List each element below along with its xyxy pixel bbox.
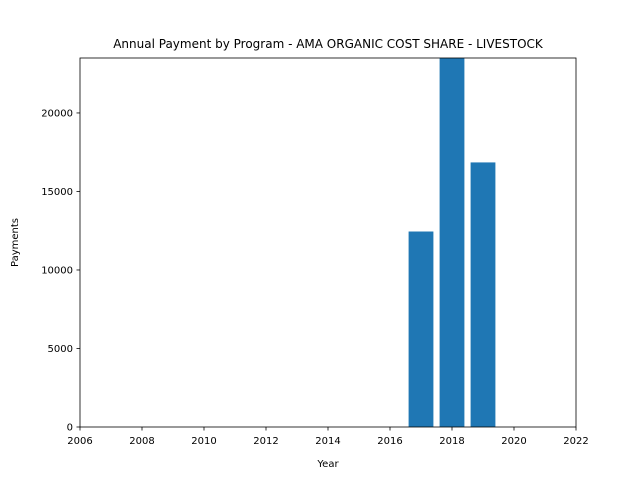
y-tick-label: 20000 — [41, 108, 73, 119]
y-tick-label: 15000 — [41, 187, 73, 198]
y-tick-label: 0 — [67, 423, 73, 434]
x-tick-label: 2010 — [191, 436, 216, 447]
x-tick-label: 2008 — [129, 436, 154, 447]
y-tick-label: 10000 — [41, 265, 73, 276]
x-tick-label: 2016 — [377, 436, 402, 447]
x-tick-label: 2006 — [67, 436, 92, 447]
x-tick-label: 2012 — [253, 436, 278, 447]
plot-frame — [79, 57, 577, 428]
y-axis-label: Payments — [10, 218, 21, 267]
x-tick-label: 2022 — [563, 436, 588, 447]
y-axis-ticks: 0 5000 10000 15000 20000 — [41, 108, 80, 434]
y-tick-label: 5000 — [48, 344, 73, 355]
bar-2019 — [470, 162, 496, 428]
bar-2017 — [408, 231, 434, 427]
bars-group — [408, 58, 496, 428]
x-axis-label: Year — [316, 459, 339, 470]
bar-2018 — [439, 58, 465, 427]
chart-title: Annual Payment by Program - AMA ORGANIC … — [113, 37, 544, 51]
x-tick-label: 2014 — [315, 436, 340, 447]
x-tick-label: 2018 — [439, 436, 464, 447]
x-tick-label: 2020 — [501, 436, 526, 447]
x-axis-ticks: 2006 2008 2010 2012 2014 2016 2018 2020 2022 — [67, 427, 589, 447]
